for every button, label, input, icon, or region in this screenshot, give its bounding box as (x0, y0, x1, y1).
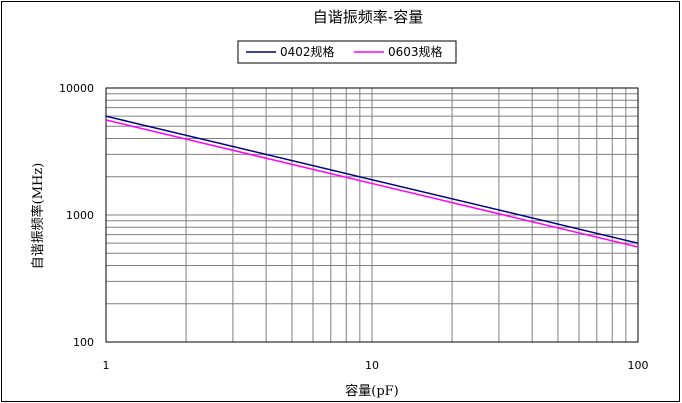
x-axis-label: 容量(pF) (345, 383, 399, 399)
plot-area (105, 87, 639, 343)
legend-label-0402: 0402规格 (280, 44, 335, 59)
y-tick-label-1000: 1000 (66, 209, 94, 222)
y-tick-label-100: 100 (73, 336, 94, 349)
series-layer (105, 115, 639, 248)
y-axis-label: 自谐振频率(MHz) (30, 163, 46, 270)
chart-title: 自谐振频率-容量 (313, 8, 423, 26)
legend-box (237, 40, 457, 64)
x-tick-label-1: 1 (103, 359, 110, 372)
legend: 0402规格 0603规格 (237, 40, 457, 64)
series-line-1 (105, 119, 639, 248)
series-line-0 (105, 115, 639, 244)
grid (106, 88, 638, 342)
x-tick-label-100: 100 (628, 359, 649, 372)
y-tick-label-10000: 10000 (59, 82, 94, 95)
x-tick-label-10: 10 (365, 359, 379, 372)
legend-label-0603: 0603规格 (388, 44, 443, 59)
